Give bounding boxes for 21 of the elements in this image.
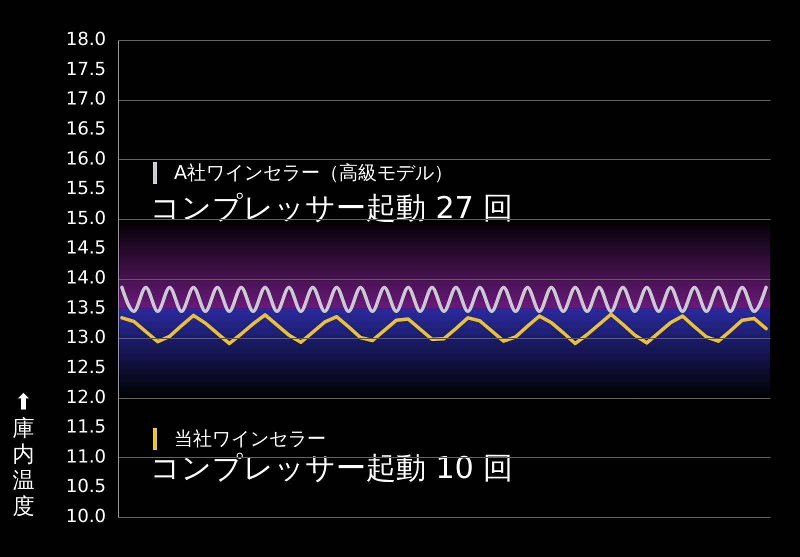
y-tick-label: 12.0: [66, 386, 106, 408]
legend-label: A社ワインセラー（高級モデル）: [174, 162, 453, 184]
y-tick-label: 17.0: [66, 88, 106, 110]
y-tick-label: 16.0: [66, 148, 106, 170]
y-tick-label: 14.5: [66, 238, 106, 259]
legend-label: 当社ワインセラー: [174, 428, 326, 450]
y-tick-label: 13.5: [66, 297, 106, 318]
y-tick-label: 16.5: [66, 118, 106, 140]
y-tick-label: 11.5: [66, 416, 106, 438]
y-tick-label: 17.5: [66, 58, 106, 80]
y-tick-label: 15.5: [66, 178, 106, 200]
y-tick-label: 15.0: [66, 208, 106, 229]
y-tick-label: 11.0: [66, 446, 106, 468]
y-tick-label: 13.0: [66, 327, 106, 348]
y-tick-label: 10.0: [66, 506, 106, 527]
y-axis-title: ⬆庫内温度: [12, 390, 34, 520]
y-tick-label: 10.5: [66, 476, 106, 498]
line-series: [120, 312, 768, 346]
y-tick-label: 12.5: [66, 356, 106, 378]
y-tick-label: 14.0: [66, 268, 106, 288]
y-tick-label: 18.0: [66, 29, 106, 50]
